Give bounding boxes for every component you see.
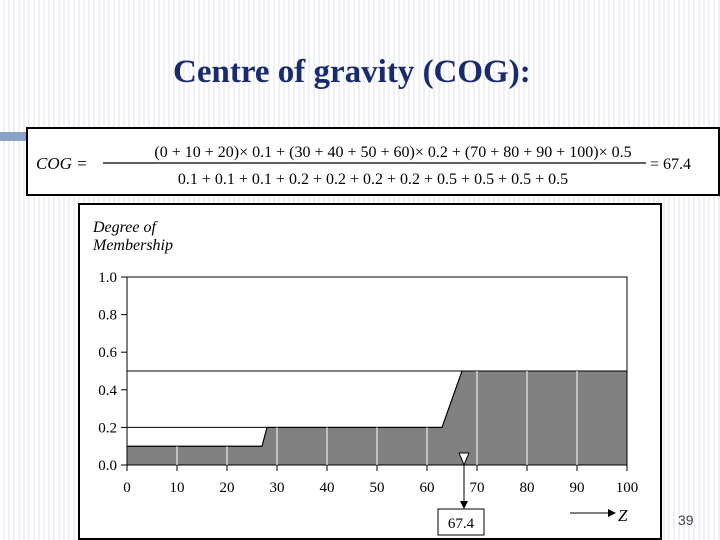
centroid-arrow-head bbox=[460, 501, 468, 509]
x-tick-label: 50 bbox=[370, 480, 385, 496]
x-tick-label: 20 bbox=[220, 480, 235, 496]
y-axis-label-line1: Degree of bbox=[92, 219, 158, 236]
formula-lhs: COG = bbox=[36, 154, 88, 173]
formula-numerator: (0 + 10 + 20)× 0.1 + (30 + 40 + 50 + 60)… bbox=[154, 144, 631, 161]
membership-chart: 0.0 0.2 0.4 0.6 0.8 1.0 0 10 20 30 40 50 60 70 80 90 100… bbox=[78, 203, 662, 540]
y-axis-label-line2: Membership bbox=[92, 237, 173, 254]
centroid-value-box bbox=[437, 508, 485, 536]
y-tick-label: 0.4 bbox=[98, 383, 117, 399]
x-tick-label: 100 bbox=[616, 480, 639, 496]
page-number: 39 bbox=[678, 512, 694, 528]
x-tick-label: 30 bbox=[270, 480, 285, 496]
x-tick-label: 70 bbox=[470, 480, 485, 496]
y-tick-label: 1.0 bbox=[98, 270, 117, 286]
x-tick-label: 0 bbox=[123, 480, 131, 496]
x-tick-label: 80 bbox=[520, 480, 535, 496]
z-axis-arrow-head bbox=[608, 509, 616, 517]
y-tick-label: 0.8 bbox=[98, 308, 117, 324]
decorative-bar bbox=[0, 132, 26, 141]
x-tick-label: 90 bbox=[570, 480, 585, 496]
y-tick-label: 0.0 bbox=[98, 458, 117, 474]
y-tick-label: 0.2 bbox=[98, 420, 117, 436]
centroid-triangle bbox=[458, 452, 470, 467]
y-tick-label: 0.6 bbox=[98, 345, 117, 361]
membership-outline bbox=[127, 370, 627, 447]
formula-denominator: 0.1 + 0.1 + 0.1 + 0.2 + 0.2 + 0.2 + 0.2 … bbox=[178, 171, 568, 188]
x-tick-label: 40 bbox=[320, 480, 335, 496]
centroid-value-label: 67.4 bbox=[448, 516, 475, 532]
slide-title: Centre of gravity (COG): bbox=[173, 54, 531, 90]
x-tick-label: 60 bbox=[420, 480, 435, 496]
x-tick-label: 10 bbox=[170, 480, 185, 496]
x-axis-label: Z bbox=[618, 506, 628, 525]
formula-svg: COG = (0 + 10 + 20)× 0.1 + (30 + 40 + 50… bbox=[36, 144, 691, 188]
chart-svg: 0.0 0.2 0.4 0.6 0.8 1.0 0 10 20 30 40 50 60 70 80 90 100… bbox=[92, 219, 639, 536]
formula-result: = 67.4 bbox=[650, 156, 691, 173]
cog-formula: COG = (0 + 10 + 20)× 0.1 + (30 + 40 + 50… bbox=[26, 127, 720, 196]
